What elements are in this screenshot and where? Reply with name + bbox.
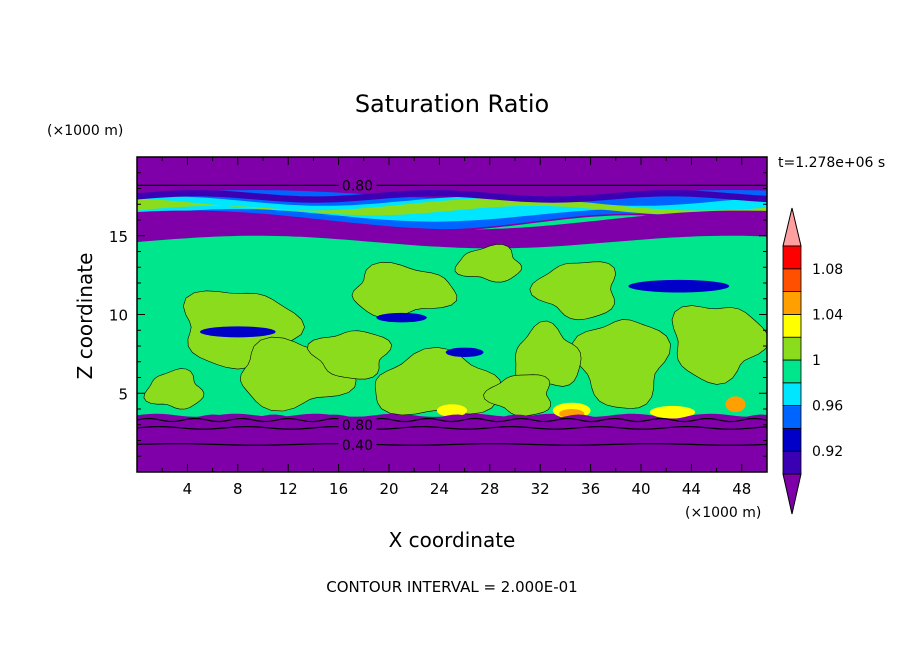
- lower-stratum-band: [137, 414, 767, 472]
- colorbar-segment: [782, 427, 802, 452]
- colorbar-label: 1.08: [812, 262, 843, 278]
- x-tick-label: 4: [183, 480, 193, 498]
- contour-line: [137, 443, 767, 446]
- supersaturated-cell: [725, 396, 746, 413]
- chart-title: Saturation Ratio: [355, 90, 549, 118]
- y-tick-label: 15: [109, 228, 128, 246]
- x-tick-label: 48: [732, 480, 751, 498]
- y-tick-label: 5: [118, 385, 128, 403]
- contour-label-bg: [338, 416, 377, 431]
- colorbar-segment: [782, 268, 802, 292]
- x-tick-label: 32: [531, 480, 550, 498]
- x-tick-label: 20: [379, 480, 398, 498]
- colorbar-label: 0.92: [812, 444, 843, 460]
- x-axis-label: X coordinate: [389, 528, 516, 552]
- x-tick-label: 12: [279, 480, 298, 498]
- x-tick-label: 8: [233, 480, 243, 498]
- colorbar-segment: [782, 359, 802, 384]
- dry-intrusion-band: [137, 210, 767, 249]
- colorbar-label: 1.04: [812, 307, 843, 323]
- y-axis-label: Z coordinate: [73, 253, 97, 380]
- cloud-patch: [529, 261, 617, 321]
- dry-streak: [445, 347, 484, 358]
- supersaturated-cell: [649, 405, 696, 419]
- contour-label: 0.40: [342, 438, 373, 454]
- y-unit-label: (×1000 m): [47, 123, 123, 139]
- x-tick-label: 28: [480, 480, 499, 498]
- colorbar-label: 1: [812, 353, 821, 369]
- upper-green-band: [137, 198, 767, 216]
- contour-label: 0.80: [342, 418, 373, 434]
- time-label: t=1.278e+06 s: [778, 155, 885, 171]
- cloud-patch: [307, 330, 392, 380]
- colorbar-segment: [782, 382, 802, 406]
- cloud-patch: [483, 374, 552, 417]
- colorbar-segment: [782, 405, 802, 429]
- y-tick-label: 10: [109, 307, 128, 325]
- contour-label-bg: [338, 177, 377, 192]
- cloud-patch: [351, 261, 458, 319]
- contour-label-bg: [338, 437, 377, 452]
- supersaturated-cell: [436, 404, 468, 417]
- dry-streak: [628, 279, 730, 293]
- contour-label: 0.80: [342, 178, 373, 194]
- cloud-patch: [515, 320, 582, 390]
- x-unit-label: (×1000 m): [685, 505, 761, 521]
- dry-streak: [376, 312, 427, 323]
- x-tick-label: 36: [581, 480, 600, 498]
- dry-streak: [200, 326, 276, 338]
- cloud-patch: [374, 346, 502, 416]
- contour-field: 0.80 0.80 0.40: [137, 157, 767, 472]
- colorbar-segment: [782, 450, 802, 475]
- cloud-patch: [454, 244, 523, 283]
- colorbar-top-arrow: [782, 207, 802, 247]
- cloud-patch: [143, 368, 205, 410]
- x-axis: 4 8 12 16 20 24 28 32 36 40 44 48: [161, 157, 751, 498]
- x-tick-label: 16: [329, 480, 348, 498]
- colorbar-segment: [782, 336, 802, 361]
- contour-interval-note: CONTOUR INTERVAL = 2.000E-01: [326, 578, 577, 596]
- x-tick-label: 40: [631, 480, 650, 498]
- contour-line: [137, 425, 767, 430]
- colorbar: 0.92 0.96 1 1.04 1.08: [782, 207, 843, 515]
- colorbar-label: 0.96: [812, 399, 843, 415]
- x-tick-label: 44: [682, 480, 701, 498]
- colorbar-segment: [782, 313, 802, 338]
- cloud-patch: [671, 305, 767, 385]
- colorbar-segment: [782, 291, 802, 315]
- x-tick-label: 24: [430, 480, 449, 498]
- tropopause-edge-band: [137, 190, 767, 203]
- colorbar-segment: [782, 245, 802, 270]
- colorbar-bottom-arrow: [782, 473, 802, 515]
- y-axis: 5 10 15: [109, 172, 767, 457]
- contour-line: [137, 417, 767, 423]
